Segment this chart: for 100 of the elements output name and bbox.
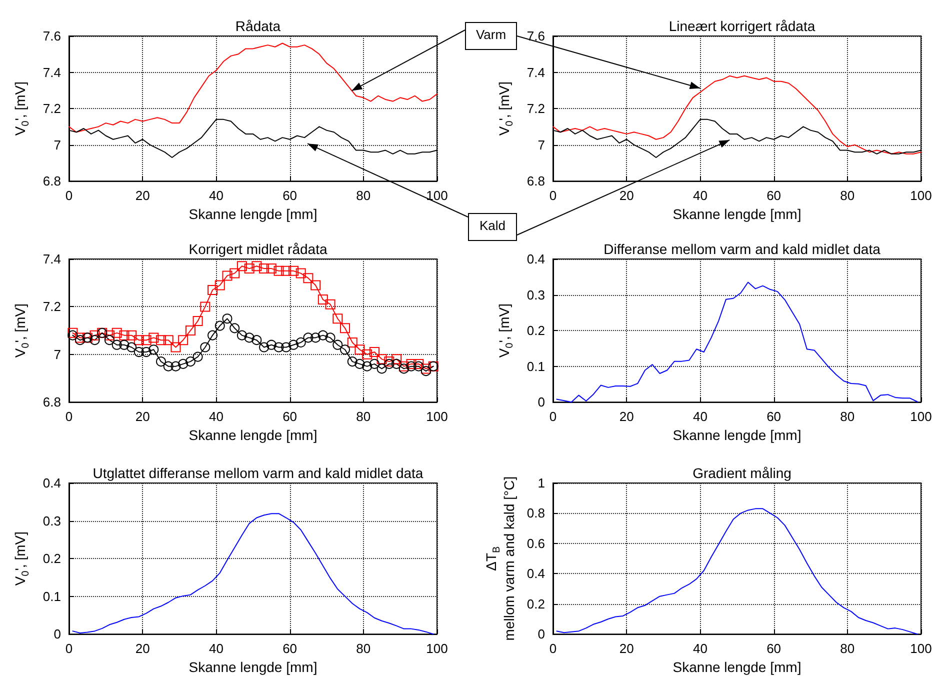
x-tick-label: 80 [356, 409, 371, 424]
point [376, 364, 387, 374]
point [222, 314, 232, 324]
y-tick-label: 0.4 [526, 566, 545, 582]
x-tick-label: 20 [619, 409, 634, 424]
point [392, 354, 402, 364]
point [414, 361, 424, 372]
point [244, 332, 254, 343]
y-tick-label: 0.6 [526, 536, 545, 551]
point [266, 340, 276, 350]
point [214, 280, 225, 290]
y-tick-label: 0.1 [42, 588, 61, 604]
chart-title: Utglattet differanse mellom varm and kald midlet data [92, 465, 424, 481]
point [236, 261, 247, 272]
chart-title: Rådata [235, 18, 281, 34]
point [252, 335, 262, 346]
chart-title: Differanse mellom varm and kald midlet data [604, 241, 881, 257]
point [296, 268, 306, 278]
x-tick-label: 40 [208, 641, 224, 656]
y-axis-title: V0', [mV] [12, 81, 32, 136]
x-tick-label: 40 [208, 409, 224, 424]
point [376, 354, 387, 364]
point [274, 342, 284, 352]
x-tick-label: 60 [282, 641, 298, 656]
chart-title: Lineært korrigert rådata [668, 18, 816, 34]
point [332, 340, 343, 350]
x-tick-label: 80 [356, 188, 371, 204]
point [230, 268, 240, 278]
x-tick-label: 60 [766, 641, 782, 656]
x-tick-label: 40 [208, 188, 224, 204]
y-tick-label: 7 [54, 137, 61, 152]
y-axis-title: V0', [mV] [496, 303, 516, 358]
x-tick-label: 20 [135, 188, 150, 204]
point [156, 335, 166, 346]
point [119, 340, 130, 350]
x-tick-label: 100 [426, 409, 448, 424]
point [75, 335, 86, 346]
point [266, 264, 276, 274]
point [222, 270, 232, 281]
x-tick-label: 100 [910, 188, 932, 204]
x-tick-label: 0 [65, 188, 73, 204]
x-axis-title: Skanne lengde [mm] [188, 659, 318, 675]
point [200, 302, 210, 312]
chart-title: Gradient måling [692, 465, 792, 481]
point [310, 280, 321, 290]
x-tick-label: 0 [549, 641, 557, 656]
point [185, 356, 196, 367]
point [104, 335, 114, 346]
point [141, 347, 152, 358]
chart-title: Korrigert midlet rådata [188, 241, 328, 257]
point [392, 358, 402, 369]
point [148, 332, 159, 343]
point [354, 358, 365, 369]
x-tick-label: 40 [692, 641, 708, 656]
point [68, 328, 78, 338]
y-tick-label: 6.8 [42, 394, 61, 410]
x-tick-label: 80 [840, 409, 855, 424]
point [68, 330, 78, 340]
y-tick-label: 7.4 [42, 252, 61, 266]
y-tick-label: 0.3 [42, 513, 61, 528]
point [112, 328, 122, 338]
point [420, 364, 431, 374]
y-tick-label: 0.4 [526, 252, 545, 266]
y-tick-label: 7.6 [526, 28, 545, 44]
x-tick-label: 60 [282, 409, 298, 424]
y-axis-title: V0', [mV] [12, 303, 32, 358]
point [112, 340, 122, 350]
point [259, 342, 270, 352]
point [208, 330, 218, 340]
point [156, 356, 166, 367]
line-series [556, 508, 918, 635]
y-tick-label: 7.6 [42, 28, 61, 44]
point [281, 266, 292, 276]
point [163, 361, 174, 372]
y-tick-label: 0.4 [42, 476, 61, 490]
point [170, 342, 181, 352]
point [340, 344, 350, 355]
point [303, 332, 314, 343]
x-tick-label: 20 [135, 409, 150, 424]
point [420, 366, 431, 376]
point [369, 358, 380, 369]
x-tick-label: 0 [65, 641, 73, 656]
x-axis-title: Skanne lengde [mm] [672, 659, 802, 675]
point [75, 332, 86, 343]
point [281, 342, 292, 352]
y-tick-label: 6.8 [526, 174, 545, 189]
point [414, 358, 424, 369]
x-tick-label: 20 [135, 641, 150, 656]
point [208, 285, 218, 296]
y-tick-label: 7 [538, 137, 545, 152]
y-axis-title: V0', [mV] [496, 81, 516, 136]
y-axis-title: V0', [mV] [12, 531, 32, 586]
y-tick-label: 6.8 [42, 174, 61, 189]
x-tick-label: 100 [910, 409, 932, 424]
y-tick-label: 7.2 [42, 101, 61, 116]
x-axis-title: Skanne lengde [mm] [672, 427, 802, 443]
point [148, 344, 159, 355]
x-tick-label: 0 [549, 409, 557, 424]
x-tick-label: 100 [910, 641, 932, 656]
point [178, 358, 188, 369]
